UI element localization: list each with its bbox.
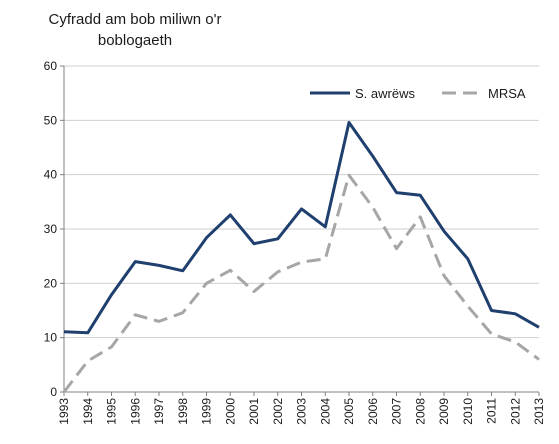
x-tick-label: 2001 xyxy=(247,398,261,425)
x-tick-label: 1993 xyxy=(57,398,71,425)
y-tick-labels: 0 10 20 30 40 50 60 xyxy=(44,59,58,399)
x-tick-label: 1997 xyxy=(152,398,166,425)
x-tick-label: 1999 xyxy=(200,398,214,425)
x-tick-label: 2009 xyxy=(437,398,451,425)
series-line-mrsa xyxy=(62,173,540,393)
x-tick-label: 2008 xyxy=(413,398,427,425)
x-tick-labels: 1993 1994 1995 1996 1997 1998 1999 2000 2001 2002… xyxy=(57,398,546,425)
legend-label-mrsa: MRSA xyxy=(488,86,526,101)
x-tick-label: 1996 xyxy=(128,398,142,425)
x-tick-label: 2000 xyxy=(223,398,237,425)
gridlines xyxy=(64,65,539,339)
x-tick-label: 2013 xyxy=(532,398,546,425)
legend-label-s-aureus: S. awrëws xyxy=(355,86,415,101)
y-tick-label: 10 xyxy=(44,331,58,345)
y-tick-label: 30 xyxy=(44,222,58,236)
x-tick-label: 2005 xyxy=(342,398,356,425)
y-axis-title: Cyfradd am bob miliwn o'r boblogaeth xyxy=(48,11,222,49)
y-tick-label: 0 xyxy=(50,385,57,399)
x-tick-label: 1995 xyxy=(105,398,119,425)
series-line-s-aureus xyxy=(63,121,540,335)
x-tick-label: 2012 xyxy=(508,398,522,425)
x-tick-label: 2010 xyxy=(461,398,475,425)
x-tick-label: 2006 xyxy=(366,398,380,425)
x-tick-label: 1994 xyxy=(81,398,95,425)
legend: S. awrëws MRSA xyxy=(310,86,526,101)
x-tick-label: 1998 xyxy=(176,398,190,425)
x-tick-label: 2002 xyxy=(271,398,285,425)
y-tick-label: 50 xyxy=(44,113,58,127)
y-tick-label: 20 xyxy=(44,276,58,290)
x-tick-label: 2007 xyxy=(390,398,404,425)
axes xyxy=(60,65,540,396)
x-tick-label: 2011 xyxy=(485,398,499,424)
x-tick-label: 2003 xyxy=(295,398,309,425)
y-tick-label: 40 xyxy=(44,168,58,182)
series-lines xyxy=(62,121,540,393)
y-tick-label: 60 xyxy=(44,59,58,73)
x-tick-label: 2004 xyxy=(318,398,332,425)
